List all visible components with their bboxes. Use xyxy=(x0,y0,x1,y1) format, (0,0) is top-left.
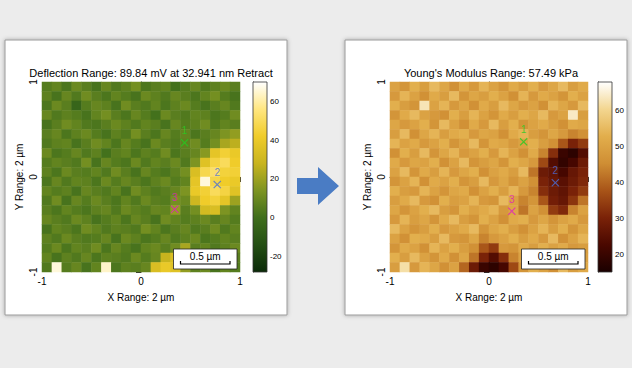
svg-text:Y Range: 2 µm: Y Range: 2 µm xyxy=(14,144,25,211)
svg-text:1: 1 xyxy=(182,125,188,136)
svg-text:0.5 µm: 0.5 µm xyxy=(190,251,221,262)
svg-text:Deflection Range: 89.84 mV at: Deflection Range: 89.84 mV at 32.941 nm … xyxy=(29,67,272,79)
svg-text:Y Range: 2 µm: Y Range: 2 µm xyxy=(362,144,373,211)
svg-text:0.5 µm: 0.5 µm xyxy=(538,251,569,262)
svg-text:0: 0 xyxy=(486,276,492,287)
svg-text:20: 20 xyxy=(615,250,624,259)
svg-text:60: 60 xyxy=(615,106,624,115)
svg-text:30: 30 xyxy=(615,214,624,223)
svg-text:-1: -1 xyxy=(386,276,395,287)
svg-text:Young's Modulus Range: 57.49 k: Young's Modulus Range: 57.49 kPa xyxy=(404,67,579,79)
svg-text:0: 0 xyxy=(138,276,144,287)
svg-text:-20: -20 xyxy=(270,252,282,261)
svg-text:0: 0 xyxy=(376,174,387,180)
svg-text:2: 2 xyxy=(214,167,220,178)
svg-text:-1: -1 xyxy=(375,267,387,277)
svg-text:20: 20 xyxy=(270,174,279,183)
svg-text:3: 3 xyxy=(172,192,178,203)
svg-text:60: 60 xyxy=(270,97,279,106)
svg-text:40: 40 xyxy=(270,136,279,145)
svg-text:0: 0 xyxy=(270,213,275,222)
svg-text:1: 1 xyxy=(521,124,527,135)
svg-text:1: 1 xyxy=(28,79,39,85)
svg-text:1: 1 xyxy=(585,276,591,287)
svg-text:-1: -1 xyxy=(38,276,47,287)
svg-text:1: 1 xyxy=(376,79,387,85)
svg-text:0: 0 xyxy=(28,174,39,180)
svg-text:3: 3 xyxy=(509,194,515,205)
svg-text:40: 40 xyxy=(615,178,624,187)
svg-text:50: 50 xyxy=(615,142,624,151)
svg-text:2: 2 xyxy=(553,165,559,176)
svg-text:-1: -1 xyxy=(27,267,39,277)
svg-text:X Range: 2 µm: X Range: 2 µm xyxy=(108,292,175,303)
svg-text:X Range: 2 µm: X Range: 2 µm xyxy=(456,292,523,303)
svg-text:1: 1 xyxy=(237,276,243,287)
